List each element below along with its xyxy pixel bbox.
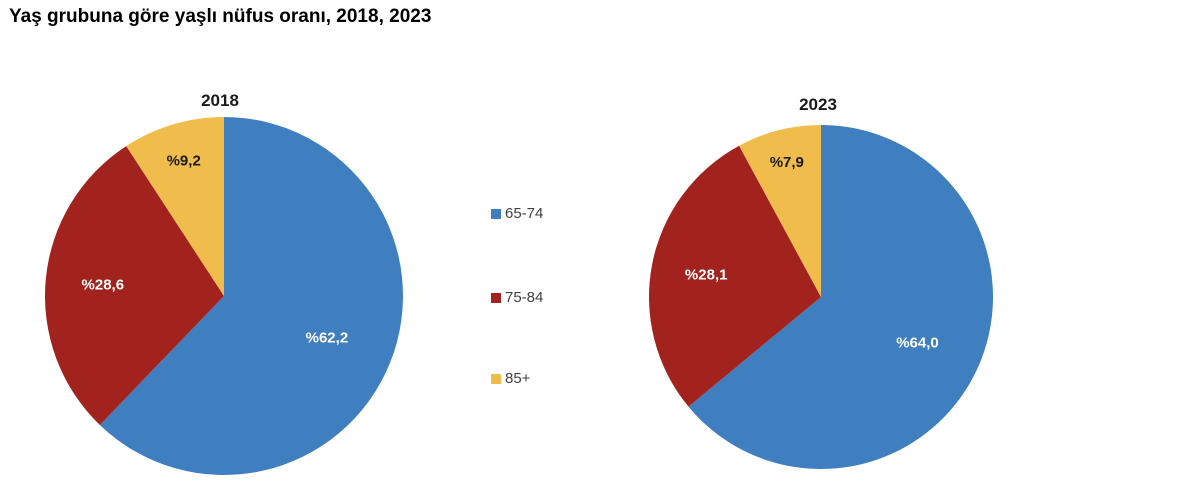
legend-item-85-plus: 85+: [491, 370, 530, 387]
legend-label: 65-74: [505, 205, 544, 222]
data-label-2023-75-84: %28,1: [685, 267, 728, 284]
legend-swatch-65-74: [491, 208, 501, 219]
pie-slice-2023-65-74: [688, 125, 993, 469]
data-label-2023-65-74: %64,0: [896, 334, 939, 351]
pie-slice-2018-65-74: [99, 117, 403, 475]
pie-slice-2023-75-84: [648, 145, 821, 407]
legend-label: 75-84: [505, 289, 544, 306]
data-label-2018-75-84: %28,6: [82, 277, 125, 294]
legend-swatch-75-84: [491, 292, 501, 303]
pie-title-2018: 2018: [201, 91, 239, 110]
legend-item-75-84: 75-84: [491, 289, 543, 306]
data-label-2018-65-74: %62,2: [306, 330, 349, 347]
pie-slice-2018-85-plus: [126, 117, 224, 296]
pie-slice-2018-75-84: [44, 146, 224, 425]
legend-item-65-74: 65-74: [491, 205, 543, 222]
data-label-2018-85-plus: %9,2: [167, 153, 201, 170]
pie-slice-2023-85-plus: [739, 125, 821, 297]
data-label-2023-85-plus: %7,9: [770, 154, 804, 171]
pie-title-2023: 2023: [799, 95, 837, 114]
chart-title: Yaş grubuna göre yaşlı nüfus oranı, 2018…: [9, 6, 432, 27]
legend-label: 85+: [505, 370, 531, 387]
pie-2023: 2023 %64,0 %28,1 %7,9: [648, 95, 993, 469]
legend-swatch-85-plus: [491, 373, 501, 384]
pie-2018: 2018 %62,2 %28,6 %9,2: [44, 91, 403, 475]
